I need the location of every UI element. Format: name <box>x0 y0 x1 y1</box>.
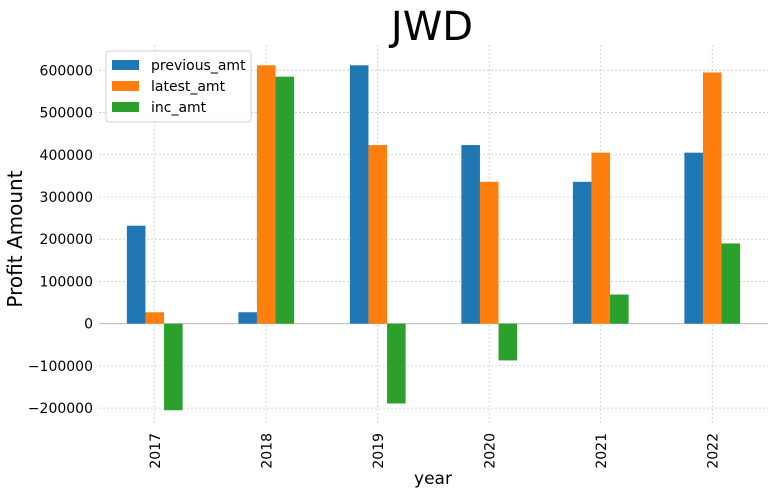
legend-label-previous-amt: previous_amt <box>151 58 246 74</box>
bar-inc-amt-2019 <box>387 323 406 404</box>
y-tick-labels: −200000 −100000 0 100000 200000 300000 400000 5… <box>28 63 93 417</box>
x-tick-labels: 2017 2018 2019 2020 2021 2022 <box>148 433 722 469</box>
bar-latest-amt-2018 <box>256 65 276 324</box>
legend-swatch-previous-amt <box>112 60 139 70</box>
bar-inc-amt-2017 <box>164 323 183 411</box>
y-tick-label: 0 <box>84 317 93 333</box>
bar-latest-amt-2022 <box>702 72 722 324</box>
bar-previous-amt-2020 <box>461 145 480 324</box>
x-tick-label: 2020 <box>482 433 498 469</box>
bar-inc-amt-2020 <box>498 323 518 361</box>
y-tick-label: 200000 <box>40 232 93 248</box>
bar-inc-amt-2021 <box>610 294 629 324</box>
x-axis-label: year <box>414 469 452 489</box>
y-tick-label: 100000 <box>40 274 93 290</box>
x-tick-label: 2019 <box>371 433 387 469</box>
bar-previous-amt-2022 <box>684 152 703 324</box>
x-tick-label: 2021 <box>594 433 610 469</box>
x-tick-label: 2017 <box>148 433 164 469</box>
bar-previous-amt-2019 <box>349 65 369 324</box>
legend-label-inc-amt: inc_amt <box>151 100 207 116</box>
y-tick-label: 600000 <box>40 63 93 79</box>
bar-previous-amt-2018 <box>238 312 257 324</box>
legend-frame <box>105 50 252 123</box>
y-tick-label: 300000 <box>40 190 93 206</box>
legend-swatch-latest-amt <box>112 81 139 91</box>
bar-latest-amt-2017 <box>145 312 165 324</box>
y-tick-label: 500000 <box>40 106 93 122</box>
y-tick-label: 400000 <box>40 148 93 164</box>
bars-layer <box>126 65 741 411</box>
y-axis-label: Profit Amount <box>3 170 27 307</box>
bar-inc-amt-2022 <box>721 243 741 324</box>
bar-latest-amt-2020 <box>479 181 499 324</box>
y-tick-label: −100000 <box>28 359 93 375</box>
chart-title: JWD <box>388 4 473 50</box>
bar-inc-amt-2018 <box>275 76 295 324</box>
legend-label-latest-amt: latest_amt <box>151 79 226 95</box>
x-tick-label: 2018 <box>259 433 275 469</box>
bar-latest-amt-2019 <box>368 145 388 324</box>
bar-previous-amt-2017 <box>126 225 146 324</box>
x-tick-label: 2022 <box>705 433 721 469</box>
y-tick-label: −200000 <box>28 401 93 417</box>
bar-latest-amt-2021 <box>591 152 611 324</box>
legend: previous_amt latest_amt inc_amt <box>105 50 252 123</box>
legend-swatch-inc-amt <box>112 102 139 112</box>
bar-previous-amt-2021 <box>572 181 592 324</box>
